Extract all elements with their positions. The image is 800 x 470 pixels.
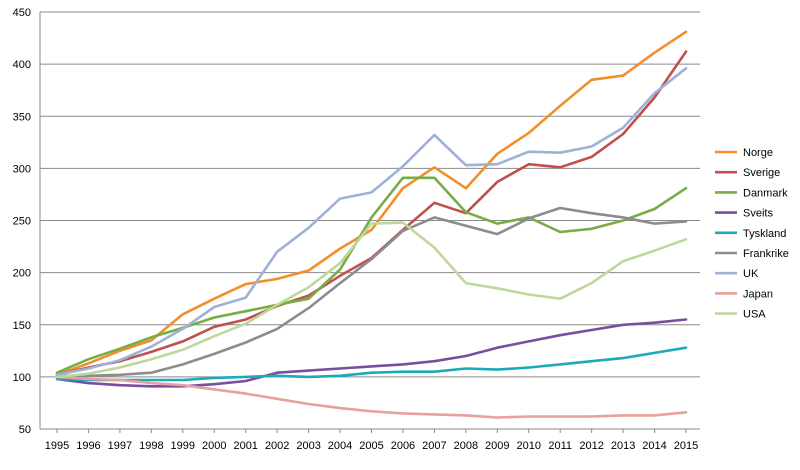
legend-label-sveits: Sveits [743,208,773,220]
y-tick-label: 450 [13,7,31,19]
x-tick-label: 2001 [233,440,257,452]
legend: Norge Sverige Danmark Sveits Tyskland Frankri… [715,147,789,321]
legend-label-usa: USA [743,309,766,321]
x-tick-label: 2005 [359,440,383,452]
x-tick-label: 2011 [548,440,572,452]
series-line-sveits [55,318,688,388]
y-tick-label: 150 [13,320,31,332]
legend-label-norge: Norge [743,147,773,159]
series-line-uk [55,67,688,377]
x-tick-label: 2000 [202,440,226,452]
x-tick-label: 1996 [76,440,100,452]
legend-label-sverige: Sverige [743,167,780,179]
legend-label-japan: Japan [743,288,773,300]
axes: 50 100 150 200 250 300 350 400 450 1995 1996 1997 19… [13,7,699,452]
series-line-usa [55,221,688,379]
legend-label-uk: UK [743,268,759,280]
y-tick-label: 50 [19,424,31,436]
x-tick-label: 2014 [642,440,666,452]
legend-label-frankrike: Frankrike [743,248,789,260]
x-tick-label: 1995 [45,440,69,452]
y-tick-label: 400 [13,59,31,71]
x-tick-label: 2010 [517,440,541,452]
x-tick-label: 2008 [454,440,478,452]
x-tick-label: 2015 [674,440,698,452]
y-tick-label: 100 [13,372,31,384]
series-line-norge [55,30,688,377]
x-tick-label: 2002 [265,440,289,452]
x-tick-label: 1997 [108,440,132,452]
series-line-japan [55,375,688,419]
x-tick-label: 1998 [139,440,163,452]
x-tick-label: 2004 [328,440,352,452]
x-tick-label: 2007 [422,440,446,452]
series-line-danmark [55,176,688,374]
x-tick-label: 2006 [391,440,415,452]
legend-label-danmark: Danmark [743,187,788,199]
series-line-frankrike [55,206,688,378]
legend-label-tyskland: Tyskland [743,228,786,240]
y-tick-label: 300 [13,163,31,175]
x-tick-label: 2003 [296,440,320,452]
y-tick-label: 200 [13,268,31,280]
y-tick-label: 350 [13,111,31,123]
series-line-tyskland [55,346,688,382]
y-tick-label: 250 [13,216,31,228]
x-tick-label: 1999 [171,440,195,452]
x-tick-label: 2012 [579,440,603,452]
x-tick-label: 2009 [485,440,509,452]
series-lines [55,30,688,419]
x-tick-label: 2013 [611,440,635,452]
